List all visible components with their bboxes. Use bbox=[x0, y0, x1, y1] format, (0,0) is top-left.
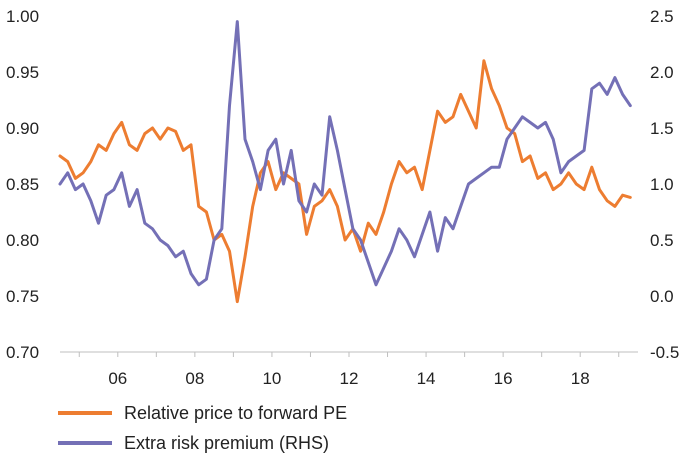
series-lines bbox=[58, 20, 632, 304]
legend-label-relative-price: Relative price to forward PE bbox=[124, 402, 348, 423]
series-line-extra-risk-premium bbox=[58, 20, 632, 287]
y-left-tick-label: 0.95 bbox=[6, 63, 39, 82]
y-left-tick-label: 0.90 bbox=[6, 119, 39, 138]
x-tick-label: 18 bbox=[571, 369, 590, 388]
y-right-tick-label: -0.5 bbox=[650, 343, 679, 362]
x-tick-label: 08 bbox=[185, 369, 204, 388]
y-right-tick-label: 1.0 bbox=[650, 175, 674, 194]
legend-swatch-extra-risk-premium bbox=[58, 441, 112, 445]
x-tick-label: 12 bbox=[340, 369, 359, 388]
x-axis-tick-marks bbox=[78, 352, 620, 357]
y-axis-left-labels: 1.00 0.95 0.90 0.85 0.80 0.75 0.70 bbox=[6, 7, 39, 362]
y-axis-right-labels: 2.5 2.0 1.5 1.0 0.5 0.0 -0.5 bbox=[650, 7, 679, 362]
y-right-tick-label: 0.5 bbox=[650, 231, 674, 250]
y-left-tick-label: 1.00 bbox=[6, 7, 39, 26]
x-tick-label: 10 bbox=[262, 369, 281, 388]
y-left-tick-label: 0.80 bbox=[6, 231, 39, 250]
legend-swatch-relative-price bbox=[58, 411, 112, 415]
y-right-tick-label: 2.0 bbox=[650, 63, 674, 82]
y-left-tick-label: 0.70 bbox=[6, 343, 39, 362]
y-left-tick-label: 0.85 bbox=[6, 175, 39, 194]
legend-label-extra-risk-premium: Extra risk premium (RHS) bbox=[124, 432, 330, 453]
x-tick-label: 14 bbox=[417, 369, 436, 388]
series-line-relative-price bbox=[58, 59, 632, 304]
x-tick-label: 06 bbox=[108, 369, 127, 388]
x-axis-labels: 06 08 10 12 14 16 18 bbox=[108, 369, 589, 388]
y-right-tick-label: 1.5 bbox=[650, 119, 674, 138]
y-right-tick-label: 0.0 bbox=[650, 287, 674, 306]
legend-item-relative-price: Relative price to forward PE bbox=[58, 398, 347, 428]
y-left-tick-label: 0.75 bbox=[6, 287, 39, 306]
legend-item-extra-risk-premium: Extra risk premium (RHS) bbox=[58, 428, 347, 458]
legend: Relative price to forward PE Extra risk … bbox=[58, 398, 347, 458]
x-tick-label: 16 bbox=[494, 369, 513, 388]
y-right-tick-label: 2.5 bbox=[650, 7, 674, 26]
